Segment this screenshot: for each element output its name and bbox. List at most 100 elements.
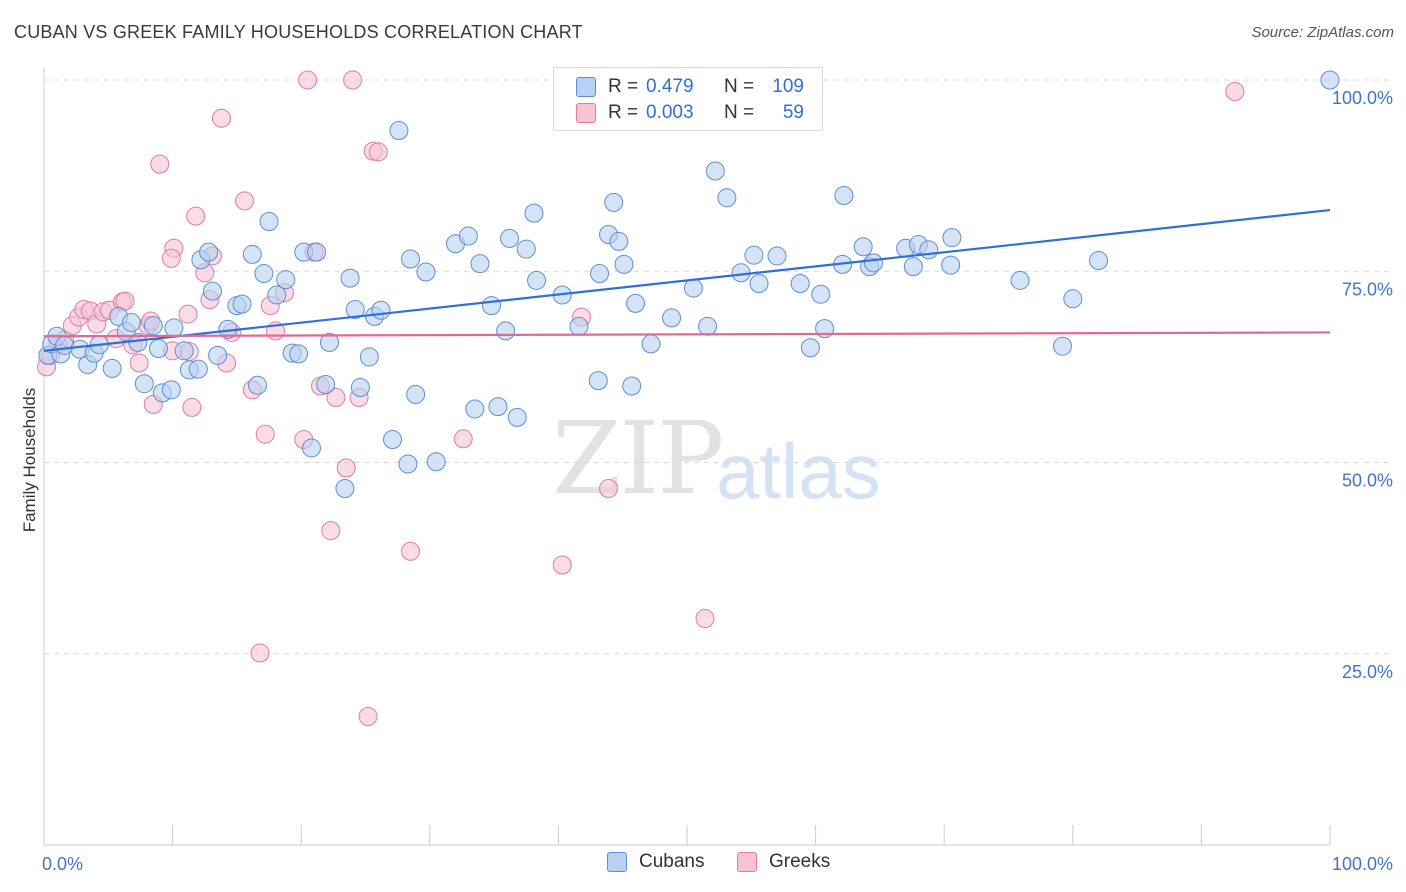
cuban-point-37 (289, 344, 309, 364)
cuban-point-106 (1320, 70, 1340, 90)
cuban-point-49 (371, 300, 391, 320)
cubans-trend-line (43, 208, 1331, 352)
cuban-point-19 (164, 318, 184, 338)
greek-point-49 (401, 541, 421, 561)
cuban-point-47 (359, 347, 379, 367)
legend-n-label: N = (724, 102, 755, 123)
greek-point-34 (250, 643, 270, 663)
cuban-point-85 (744, 245, 764, 265)
greek-point-51 (552, 555, 572, 575)
cuban-point-40 (307, 242, 327, 262)
greek-point-29 (211, 108, 231, 128)
cuban-point-55 (416, 262, 436, 282)
cuban-point-87 (767, 246, 787, 266)
cuban-point-97 (903, 257, 923, 277)
cuban-point-15 (143, 316, 163, 336)
cuban-point-100 (941, 255, 961, 275)
greek-point-15 (129, 353, 149, 373)
cuban-point-35 (276, 270, 296, 290)
cuban-point-91 (834, 186, 854, 206)
cuban-point-26 (208, 345, 228, 365)
cuban-point-42 (319, 332, 339, 352)
greek-point-48 (368, 142, 388, 162)
watermark-atlas: atlas (716, 427, 881, 515)
cuban-point-58 (458, 226, 478, 246)
cuban-point-16 (148, 339, 168, 359)
greek-point-43 (326, 387, 346, 407)
legend-r-value: 0.003 (646, 102, 694, 123)
cuban-point-64 (500, 228, 520, 248)
bottom-legend-greeks: Greeks (737, 851, 830, 873)
cuban-point-78 (626, 293, 646, 313)
cuban-point-56 (426, 452, 446, 472)
cuban-point-95 (863, 253, 883, 273)
cuban-point-44 (340, 268, 360, 288)
greek-point-25 (186, 206, 206, 226)
cuban-point-103 (1053, 336, 1073, 356)
cuban-point-88 (790, 273, 810, 293)
cuban-point-72 (590, 264, 610, 284)
cuban-point-46 (350, 378, 370, 398)
watermark-zip: ZIP (552, 400, 724, 517)
greek-point-21 (161, 248, 181, 268)
cuban-point-80 (683, 278, 703, 298)
cuban-point-32 (254, 264, 274, 284)
x-tick-label-100: 100.0% (1332, 854, 1393, 874)
legend-r-label: R = (608, 102, 639, 123)
cuban-point-33 (259, 212, 279, 232)
y-tick-label-25: 25.0% (1342, 662, 1393, 682)
axes (43, 68, 1331, 846)
cuban-point-66 (516, 239, 536, 259)
cuban-point-14 (134, 374, 154, 394)
cuban-point-61 (482, 296, 502, 316)
trend-lines (43, 208, 1331, 352)
greek-point-55 (298, 70, 318, 90)
greek-point-42 (321, 521, 341, 541)
cuban-point-77 (622, 376, 642, 396)
greeks-points (37, 70, 1245, 726)
cuban-point-102 (1010, 270, 1030, 290)
legend-r-value: 0.479 (646, 76, 694, 97)
cuban-point-89 (811, 284, 831, 304)
cuban-point-68 (527, 270, 547, 290)
legend-row-greeks: R = 0.003 N = 59 (576, 101, 804, 125)
cuban-point-83 (717, 188, 737, 208)
cuban-point-53 (401, 249, 421, 269)
cuban-point-67 (524, 203, 544, 223)
legend-n-value: 109 (772, 76, 804, 97)
greek-point-22 (178, 304, 198, 324)
cuban-point-70 (569, 316, 589, 336)
bottom-legend-label-cubans: Cubans (639, 851, 705, 872)
greek-point-54 (695, 609, 715, 629)
cuban-point-81 (698, 316, 718, 336)
cuban-point-79 (662, 308, 682, 328)
bottom-legend-swatch-greeks (737, 852, 757, 872)
cuban-point-34 (267, 285, 287, 305)
bottom-legend-cubans: Cubans (607, 851, 705, 873)
greek-point-56 (343, 70, 363, 90)
greek-point-44 (336, 458, 356, 478)
y-tick-label-75: 75.0% (1342, 279, 1393, 299)
legend-n-label: N = (724, 76, 755, 97)
cuban-point-18 (161, 380, 181, 400)
cuban-point-65 (507, 407, 527, 427)
greek-point-57 (1225, 81, 1245, 101)
cuban-point-86 (749, 273, 769, 293)
cuban-point-62 (488, 397, 508, 417)
cuban-point-25 (202, 281, 222, 301)
cuban-point-74 (604, 192, 624, 212)
cuban-point-82 (705, 161, 725, 181)
cuban-point-24 (199, 242, 219, 262)
legend-n-value: 59 (782, 102, 804, 123)
cuban-point-60 (470, 254, 490, 274)
cuban-point-105 (1089, 251, 1109, 271)
x-tick-label-0: 0.0% (42, 854, 83, 874)
cuban-point-107 (800, 338, 820, 358)
greek-point-46 (358, 706, 378, 726)
cuban-point-101 (942, 228, 962, 248)
cuban-point-93 (853, 237, 873, 257)
cuban-point-9 (102, 358, 122, 378)
cuban-point-31 (247, 375, 267, 395)
greek-point-19 (150, 154, 170, 174)
